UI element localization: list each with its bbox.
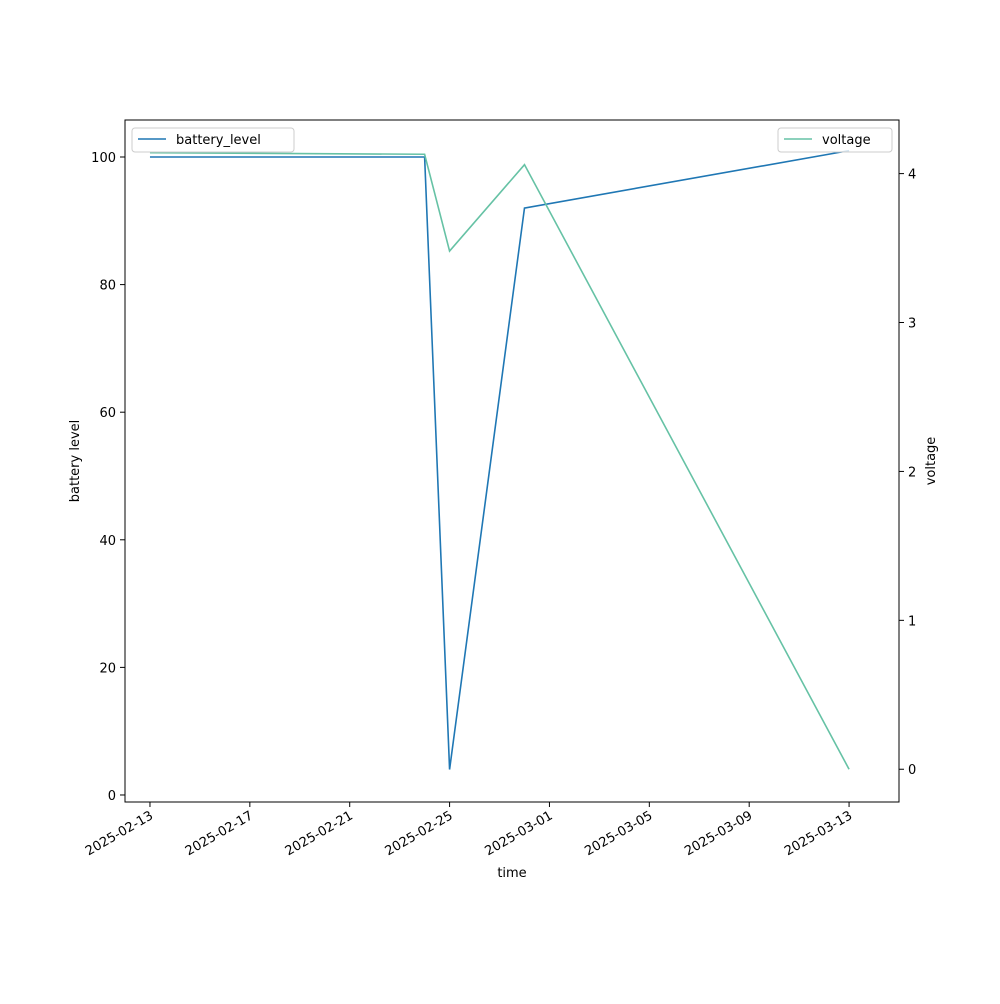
y-tick-label: 40 xyxy=(99,534,116,549)
y-tick-label: 0 xyxy=(108,789,116,804)
series-line xyxy=(149,149,850,770)
y2-axis-label: voltage xyxy=(924,437,939,486)
legend-label: battery_level xyxy=(176,133,261,148)
y-tick-label: 60 xyxy=(99,406,116,421)
x-axis-label: time xyxy=(497,866,526,881)
y-axis-label: battery level xyxy=(68,420,83,503)
plot-frame xyxy=(124,119,900,803)
x-tick-label: 2025-03-01 xyxy=(483,808,556,859)
y-tick-label: 80 xyxy=(99,279,116,294)
x-tick-label: 2025-03-09 xyxy=(682,808,755,859)
x-tick-label: 2025-02-21 xyxy=(283,808,356,859)
legend-box xyxy=(777,127,893,153)
x-tick-label: 2025-02-25 xyxy=(383,808,456,859)
y2-tick-label: 1 xyxy=(908,614,916,629)
y2-tick-label: 0 xyxy=(908,763,916,778)
x-tick-label: 2025-03-13 xyxy=(782,808,855,859)
y2-tick-label: 2 xyxy=(908,465,916,480)
y2-tick-label: 4 xyxy=(908,168,916,183)
y2-tick-label: 3 xyxy=(908,317,916,332)
x-tick-label: 2025-03-05 xyxy=(582,808,655,859)
x-tick-label: 2025-02-13 xyxy=(83,808,156,859)
legend-label: voltage xyxy=(822,133,871,148)
y-tick-label: 20 xyxy=(99,661,116,676)
y-tick-label: 100 xyxy=(91,151,116,166)
x-tick-label: 2025-02-17 xyxy=(183,808,256,859)
legend-box xyxy=(131,127,295,153)
series-line xyxy=(149,151,850,770)
